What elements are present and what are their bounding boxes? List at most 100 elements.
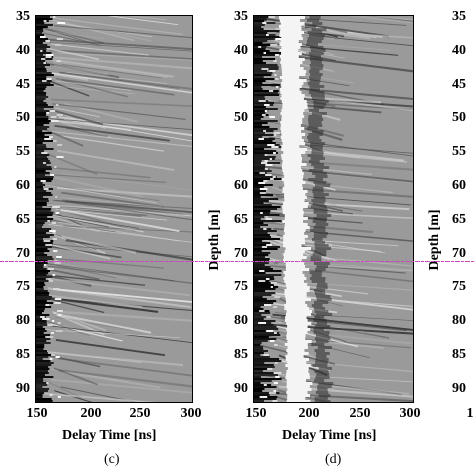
direct-wave-band <box>36 390 48 392</box>
direct-wave-highlight <box>53 140 57 142</box>
direct-wave-highlight <box>57 314 62 316</box>
direct-wave-band <box>254 304 268 306</box>
direct-wave-band <box>254 292 276 294</box>
direct-wave-band <box>36 184 46 186</box>
direct-wave-band <box>36 216 48 218</box>
direct-wave-band <box>254 356 270 358</box>
dark-band <box>313 331 330 334</box>
direct-wave-band <box>254 314 262 316</box>
direct-wave-band <box>254 74 272 76</box>
bright-band <box>280 40 299 43</box>
bright-band <box>287 367 309 370</box>
direct-wave-highlight <box>45 56 52 58</box>
direct-wave-band <box>36 42 43 44</box>
direct-wave-highlight <box>263 304 272 306</box>
bright-band <box>287 340 312 343</box>
dark-band <box>309 58 323 61</box>
dark-band <box>310 277 326 280</box>
direct-wave-band <box>254 256 266 258</box>
direct-wave-band <box>36 142 43 144</box>
bright-band <box>286 385 310 388</box>
reflection-streak <box>64 200 192 214</box>
dark-band <box>314 244 329 247</box>
direct-wave-band <box>36 30 44 32</box>
y-tick-label: 80 <box>452 313 466 329</box>
direct-wave-band <box>254 120 278 122</box>
reflection-streak <box>280 95 413 108</box>
direct-wave-band <box>36 48 47 50</box>
direct-wave-band <box>36 222 45 224</box>
bright-band <box>281 109 305 112</box>
reflection-streak <box>62 289 133 302</box>
bright-band <box>285 355 304 358</box>
direct-wave-band <box>36 62 47 64</box>
direct-wave-band <box>36 346 45 348</box>
direct-wave-band <box>254 250 262 252</box>
dark-band <box>313 208 328 211</box>
bright-band <box>285 313 312 316</box>
bright-band <box>284 232 305 235</box>
direct-wave-band <box>254 248 278 250</box>
direct-wave-band <box>254 294 272 296</box>
direct-wave-highlight <box>45 54 54 56</box>
reflection-streak <box>256 327 413 345</box>
dark-band <box>308 169 324 172</box>
direct-wave-highlight <box>265 218 272 220</box>
direct-wave-highlight <box>275 86 279 88</box>
direct-wave-band <box>36 246 52 248</box>
direct-wave-highlight <box>265 278 270 280</box>
direct-wave-highlight <box>273 382 278 384</box>
direct-wave-band <box>36 198 49 200</box>
bright-band <box>285 358 309 361</box>
direct-wave-band <box>254 336 269 338</box>
direct-wave-band <box>254 116 264 118</box>
direct-wave-highlight <box>46 112 50 114</box>
direct-wave-band <box>254 152 278 154</box>
dark-band <box>312 130 324 133</box>
direct-wave-band <box>254 48 266 50</box>
direct-wave-highlight <box>56 156 64 158</box>
dark-band <box>309 76 321 79</box>
dark-band <box>311 238 323 241</box>
direct-wave-band <box>36 350 47 352</box>
direct-wave-band <box>254 178 282 180</box>
direct-wave-band <box>36 114 46 116</box>
reflection-streak <box>63 225 192 233</box>
bright-band <box>284 280 304 283</box>
direct-wave-band <box>254 90 279 92</box>
direct-wave-highlight <box>49 110 56 112</box>
direct-wave-band <box>254 206 281 208</box>
direct-wave-band <box>254 354 261 356</box>
radargram-image-d <box>254 16 413 402</box>
direct-wave-band <box>36 324 53 326</box>
direct-wave-band <box>254 64 278 66</box>
direct-wave-highlight <box>266 34 269 36</box>
direct-wave-band <box>36 68 47 70</box>
direct-wave-band <box>254 370 263 372</box>
dark-band <box>307 118 324 121</box>
direct-wave-band <box>254 204 272 206</box>
reflection-streak <box>264 201 353 215</box>
dark-band <box>306 40 322 43</box>
direct-wave-highlight <box>267 144 275 146</box>
direct-wave-band <box>254 400 264 402</box>
direct-wave-band <box>36 204 47 206</box>
direct-wave-band <box>254 112 266 114</box>
y-tick-label: 50 <box>234 110 248 126</box>
direct-wave-highlight <box>49 394 53 396</box>
bright-band <box>281 139 304 142</box>
bright-band <box>286 322 312 325</box>
dark-band <box>311 205 327 208</box>
direct-wave-band <box>254 276 274 278</box>
direct-wave-band <box>254 102 275 104</box>
direct-wave-highlight <box>274 362 278 364</box>
direct-wave-highlight <box>263 180 268 182</box>
reflection-streak <box>55 80 132 91</box>
bright-band <box>281 52 302 55</box>
direct-wave-band <box>36 208 52 210</box>
direct-wave-highlight <box>52 232 56 234</box>
direct-wave-band <box>254 384 272 386</box>
direct-wave-band <box>36 374 45 376</box>
dark-band <box>311 97 325 100</box>
reflection-streak <box>39 212 144 233</box>
